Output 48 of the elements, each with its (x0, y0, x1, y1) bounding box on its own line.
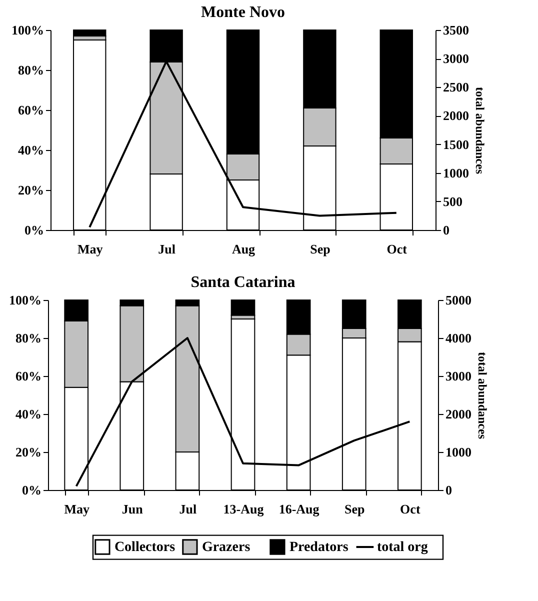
bar (230, 300, 256, 316)
y2-tick-label: 3500 (443, 22, 469, 38)
y2-tick-label: 500 (443, 194, 462, 209)
y2-tick-label: 1000 (443, 165, 469, 180)
x-tick-label: Jul (158, 242, 176, 256)
legend-label: total org (376, 540, 428, 555)
x-tick-label: May (64, 502, 90, 516)
x-tick-label: Aug (232, 242, 256, 256)
y-tick-label: 80% (16, 330, 42, 346)
y2-tick-label: 2500 (443, 80, 469, 95)
y2-axis-title: total abundances (473, 86, 487, 174)
y-tick-label: 20% (18, 182, 44, 198)
y-tick-label: 60% (16, 368, 42, 384)
x-tick-label: Jul (179, 502, 198, 516)
x-tick-label: Oct (400, 502, 421, 516)
x-tick-label: May (77, 242, 104, 256)
y-tick-label: 40% (18, 142, 44, 158)
legend-label: Predators (289, 540, 349, 555)
y2-tick-label: 1500 (443, 136, 469, 152)
y-tick-label: 100% (9, 292, 42, 308)
chart-title: Monte Novo (201, 4, 285, 21)
legend-label: Collectors (114, 540, 176, 555)
chart-title: Santa Catarina (190, 274, 296, 291)
y-tick-label: 80% (18, 62, 44, 78)
y2-tick-label: 1000 (446, 444, 472, 460)
y2-tick-label: 5000 (446, 292, 472, 308)
y2-tick-label: 3000 (443, 51, 469, 66)
y2-tick-label: 4000 (446, 330, 472, 346)
x-tick-label: 16-Aug (278, 502, 320, 516)
y-tick-label: 100% (12, 22, 44, 38)
y2-tick-label: 3000 (446, 368, 472, 384)
x-tick-label: 13-Aug (223, 502, 264, 516)
legend-label: Grazers (202, 540, 251, 555)
y-tick-label: 0% (24, 222, 44, 238)
y-tick-label: 40% (16, 406, 42, 422)
y2-tick-label: 0 (446, 482, 452, 498)
y-tick-label: 0% (22, 482, 42, 498)
y-tick-label: 60% (18, 102, 44, 118)
x-tick-label: Jun (122, 502, 144, 516)
bar (73, 30, 106, 36)
x-tick-label: Sep (310, 242, 330, 256)
x-tick-label: Sep (344, 502, 365, 516)
y2-tick-label: 2000 (443, 108, 469, 124)
y2-tick-label: 0 (443, 222, 450, 238)
x-tick-label: Oct (386, 242, 408, 256)
y-tick-label: 20% (16, 444, 42, 460)
y2-axis-title: total abundances (476, 352, 490, 440)
y2-tick-label: 2000 (446, 406, 472, 422)
